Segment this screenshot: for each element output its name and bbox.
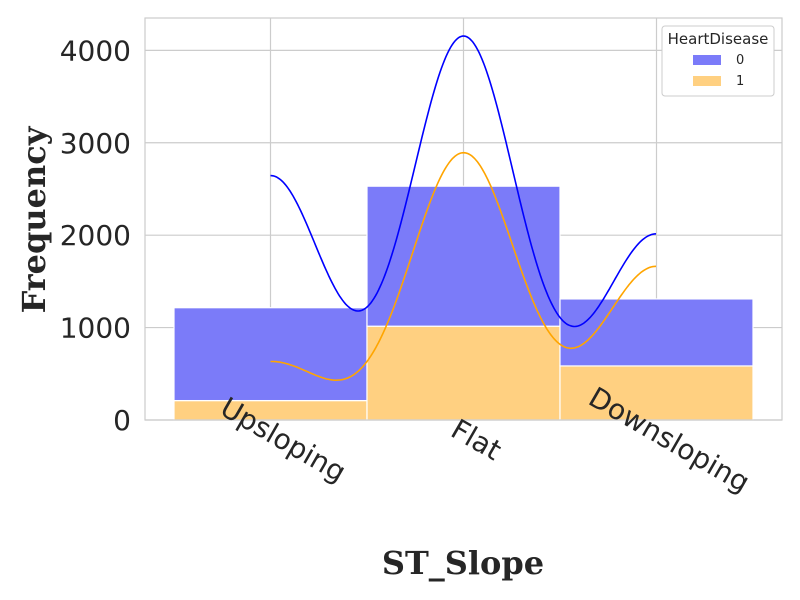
y-tick-label: 1000 xyxy=(60,312,131,345)
legend-label-1: 1 xyxy=(736,74,744,89)
y-tick-label: 4000 xyxy=(60,34,131,67)
y-axis-title: Frequency xyxy=(15,125,53,313)
legend: HeartDisease 0 1 xyxy=(661,25,775,97)
legend-swatch-1 xyxy=(693,76,721,86)
y-tick-label: 0 xyxy=(113,404,131,437)
y-tick-label: 2000 xyxy=(60,219,131,252)
legend-swatch-0 xyxy=(693,55,721,65)
bar-1-flat xyxy=(366,325,561,421)
plot-frame xyxy=(144,17,783,421)
y-tick-labels: 0 1000 2000 3000 4000 xyxy=(60,34,131,437)
bar-1-downsloping xyxy=(559,365,754,421)
histogram-bars xyxy=(173,185,754,421)
legend-title: HeartDisease xyxy=(668,30,769,48)
bar-0-upsloping xyxy=(173,307,368,402)
kde-curve-1 xyxy=(270,151,657,381)
kde-curve-0 xyxy=(270,35,657,328)
x-axis-title: ST_Slope xyxy=(382,544,544,582)
x-tick-label-flat: Flat xyxy=(445,412,507,467)
y-tick-label: 3000 xyxy=(60,127,131,160)
legend-label-0: 0 xyxy=(736,53,744,68)
bar-0-flat xyxy=(366,185,561,327)
kde-curves xyxy=(270,35,657,381)
bar-0-downsloping xyxy=(559,298,754,367)
